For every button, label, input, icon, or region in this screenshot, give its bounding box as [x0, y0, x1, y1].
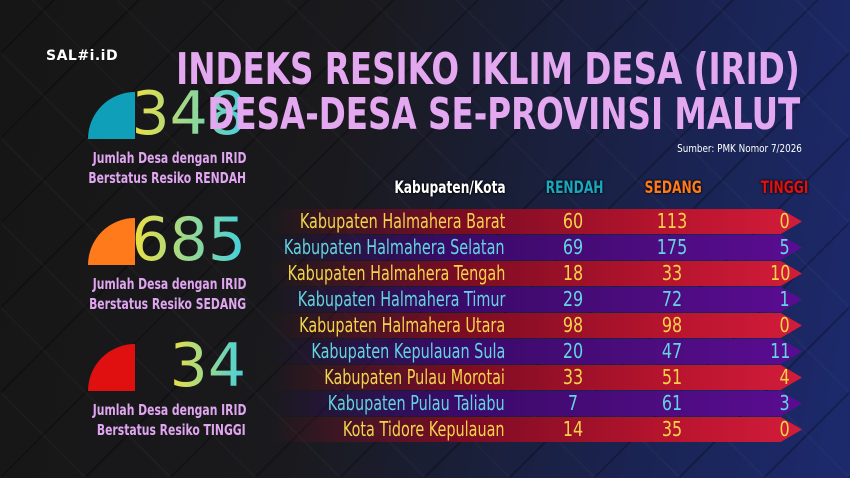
cell-sedang: 61 [661, 391, 683, 415]
cell-kabupaten: Kabupaten Halmahera Utara [298, 313, 505, 337]
stat-value: 34 [169, 331, 246, 401]
cell-tinggi: 4 [779, 365, 790, 389]
table-row: Kabupaten Pulau Taliabu 7 61 3 [270, 391, 802, 416]
header-kabupaten: Kabupaten/Kota [394, 178, 506, 198]
logo: SAL#i.iD [46, 48, 119, 64]
cell-sedang: 113 [656, 209, 688, 233]
stat-rendah: 348 Jumlah Desa dengan IRID Berstatus Re… [60, 82, 250, 192]
cell-tinggi: 0 [779, 417, 790, 441]
cell-kabupaten: Kota Tidore Kepulauan [343, 417, 505, 441]
cell-kabupaten: Kabupaten Pulau Taliabu [328, 391, 505, 415]
table-row: Kota Tidore Kepulauan 14 35 0 [270, 417, 802, 442]
quarter-circle-icon [88, 92, 135, 139]
source-note: Sumber: PMK Nomor 7/2026 [677, 142, 802, 155]
cell-kabupaten: Kabupaten Pulau Morotai [324, 365, 505, 389]
cell-sedang: 35 [661, 417, 683, 441]
cell-sedang: 33 [661, 261, 683, 285]
cell-rendah: 20 [562, 339, 584, 363]
stat-label-2: Berstatus Resiko SEDANG [88, 295, 246, 313]
cell-sedang: 175 [656, 235, 688, 259]
cell-kabupaten: Kabupaten Halmahera Timur [297, 287, 505, 311]
cell-sedang: 51 [661, 365, 683, 389]
table-row: Kabupaten Kepulauan Sula 20 47 11 [270, 339, 802, 364]
stat-label-2: Berstatus Resiko RENDAH [88, 169, 246, 187]
stat-label-2: Berstatus Resiko TINGGI [97, 421, 246, 439]
title-line-2: DESA-DESA SE-PROVINSI MALUT [207, 89, 800, 140]
cell-rendah: 7 [567, 391, 579, 415]
cell-kabupaten: Kabupaten Halmahera Tengah [287, 261, 505, 285]
table-row: Kabupaten Halmahera Utara 98 98 0 [270, 313, 802, 338]
table-row: Kabupaten Halmahera Timur 29 72 1 [270, 287, 802, 312]
header-sedang: SEDANG [644, 178, 702, 198]
cell-kabupaten: Kabupaten Halmahera Selatan [284, 235, 505, 259]
stat-value: 685 [131, 205, 246, 275]
cell-kabupaten: Kabupaten Halmahera Barat [299, 209, 505, 233]
stat-label-1: Jumlah Desa dengan IRID [92, 275, 246, 293]
table-row: Kabupaten Halmahera Tengah 18 33 10 [270, 261, 802, 286]
cell-rendah: 98 [562, 313, 584, 337]
table-row: Kabupaten Halmahera Selatan 69 175 5 [270, 235, 802, 260]
stat-sedang: 685 Jumlah Desa dengan IRID Berstatus Re… [60, 208, 250, 318]
cell-rendah: 60 [562, 209, 584, 233]
cell-rendah: 69 [562, 235, 584, 259]
table-row: Kabupaten Halmahera Barat 60 113 0 [270, 209, 802, 234]
quarter-circle-icon [88, 344, 135, 391]
table-row: Kabupaten Pulau Morotai 33 51 4 [270, 365, 802, 390]
cell-tinggi: 0 [779, 313, 790, 337]
cell-tinggi: 1 [779, 287, 790, 311]
cell-tinggi: 0 [779, 209, 790, 233]
cell-rendah: 14 [562, 417, 584, 441]
title-line-1: INDEKS RESIKO IKLIM DESA (IRID) [176, 44, 800, 95]
stat-tinggi: 34 Jumlah Desa dengan IRID Berstatus Res… [60, 334, 250, 444]
cell-kabupaten: Kabupaten Kepulauan Sula [311, 339, 505, 363]
header-tinggi: TINGGI [760, 178, 808, 198]
cell-tinggi: 10 [769, 261, 790, 285]
cell-tinggi: 3 [779, 391, 790, 415]
cell-rendah: 29 [562, 287, 584, 311]
cell-rendah: 33 [562, 365, 584, 389]
quarter-circle-icon [88, 218, 135, 265]
stat-label-1: Jumlah Desa dengan IRID [92, 401, 246, 419]
cell-tinggi: 5 [779, 235, 790, 259]
stat-label-1: Jumlah Desa dengan IRID [92, 149, 246, 167]
cell-sedang: 98 [661, 313, 683, 337]
header-rendah: RENDAH [545, 178, 604, 198]
cell-rendah: 18 [562, 261, 584, 285]
cell-sedang: 47 [661, 339, 683, 363]
cell-sedang: 72 [661, 287, 683, 311]
stat-value: 348 [131, 79, 246, 149]
cell-tinggi: 11 [769, 339, 790, 363]
